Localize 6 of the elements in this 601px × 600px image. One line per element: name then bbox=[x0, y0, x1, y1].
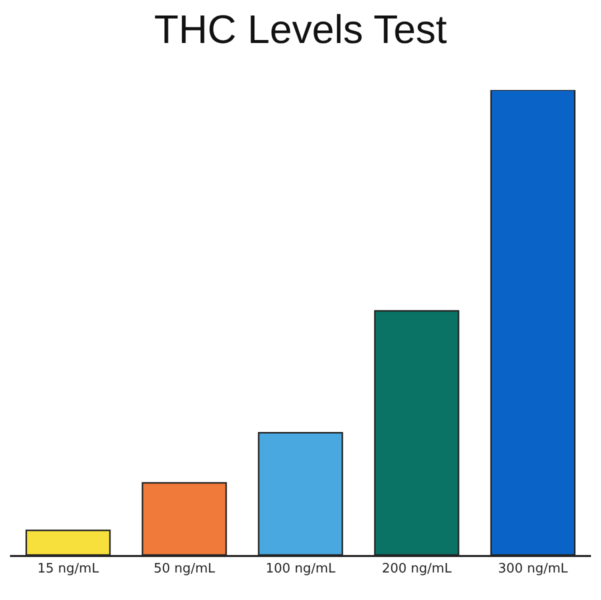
x-tick-label: 50 ng/mL bbox=[154, 561, 216, 576]
chart-title: THC Levels Test bbox=[154, 8, 447, 52]
x-tick-label: 100 ng/mL bbox=[266, 561, 336, 576]
x-tick-label: 300 ng/mL bbox=[498, 561, 569, 576]
x-tick-label: 15 ng/mL bbox=[37, 561, 100, 576]
x-tick-label: 200 ng/mL bbox=[382, 561, 452, 576]
